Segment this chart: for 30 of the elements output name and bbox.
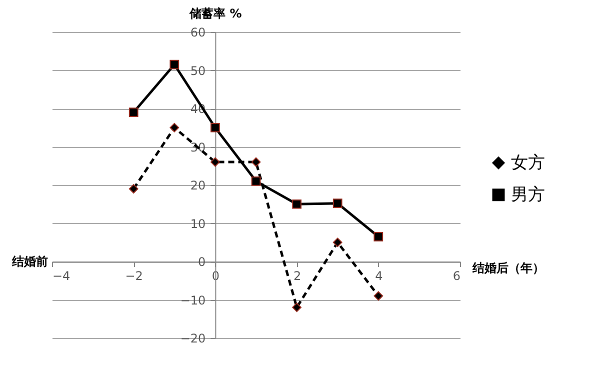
point — [374, 232, 384, 242]
point — [251, 176, 261, 186]
y-tick-label: 50 — [190, 64, 206, 78]
legend-label: 男方 — [511, 184, 545, 205]
point — [292, 302, 302, 312]
point — [332, 198, 342, 208]
y-tick-label: 60 — [190, 26, 206, 40]
point — [210, 122, 220, 132]
y-tick-label: 20 — [190, 178, 206, 192]
point — [170, 122, 180, 132]
y-tick-label: −10 — [180, 293, 206, 308]
point — [210, 157, 220, 167]
x-axis-title: 结婚后（年） — [472, 261, 544, 275]
y-axis-title: 储蓄率 % — [188, 6, 242, 20]
point — [332, 238, 342, 248]
x-tick-label: 2 — [293, 269, 302, 283]
x-tick-label: −4 — [52, 269, 70, 283]
point — [170, 60, 180, 70]
point — [128, 108, 138, 118]
x-tick-label: 6 — [452, 269, 460, 283]
y-tick-label: −20 — [180, 332, 206, 346]
point — [128, 184, 138, 194]
text: 结婚前 — [11, 254, 48, 268]
x-tick-label: 4 — [375, 269, 383, 283]
point — [251, 157, 261, 167]
point — [374, 291, 384, 301]
legend-label: 女方 — [511, 152, 545, 173]
y-tick-label: 10 — [190, 216, 206, 231]
point — [292, 199, 302, 209]
x-tick-label: −2 — [125, 269, 143, 283]
